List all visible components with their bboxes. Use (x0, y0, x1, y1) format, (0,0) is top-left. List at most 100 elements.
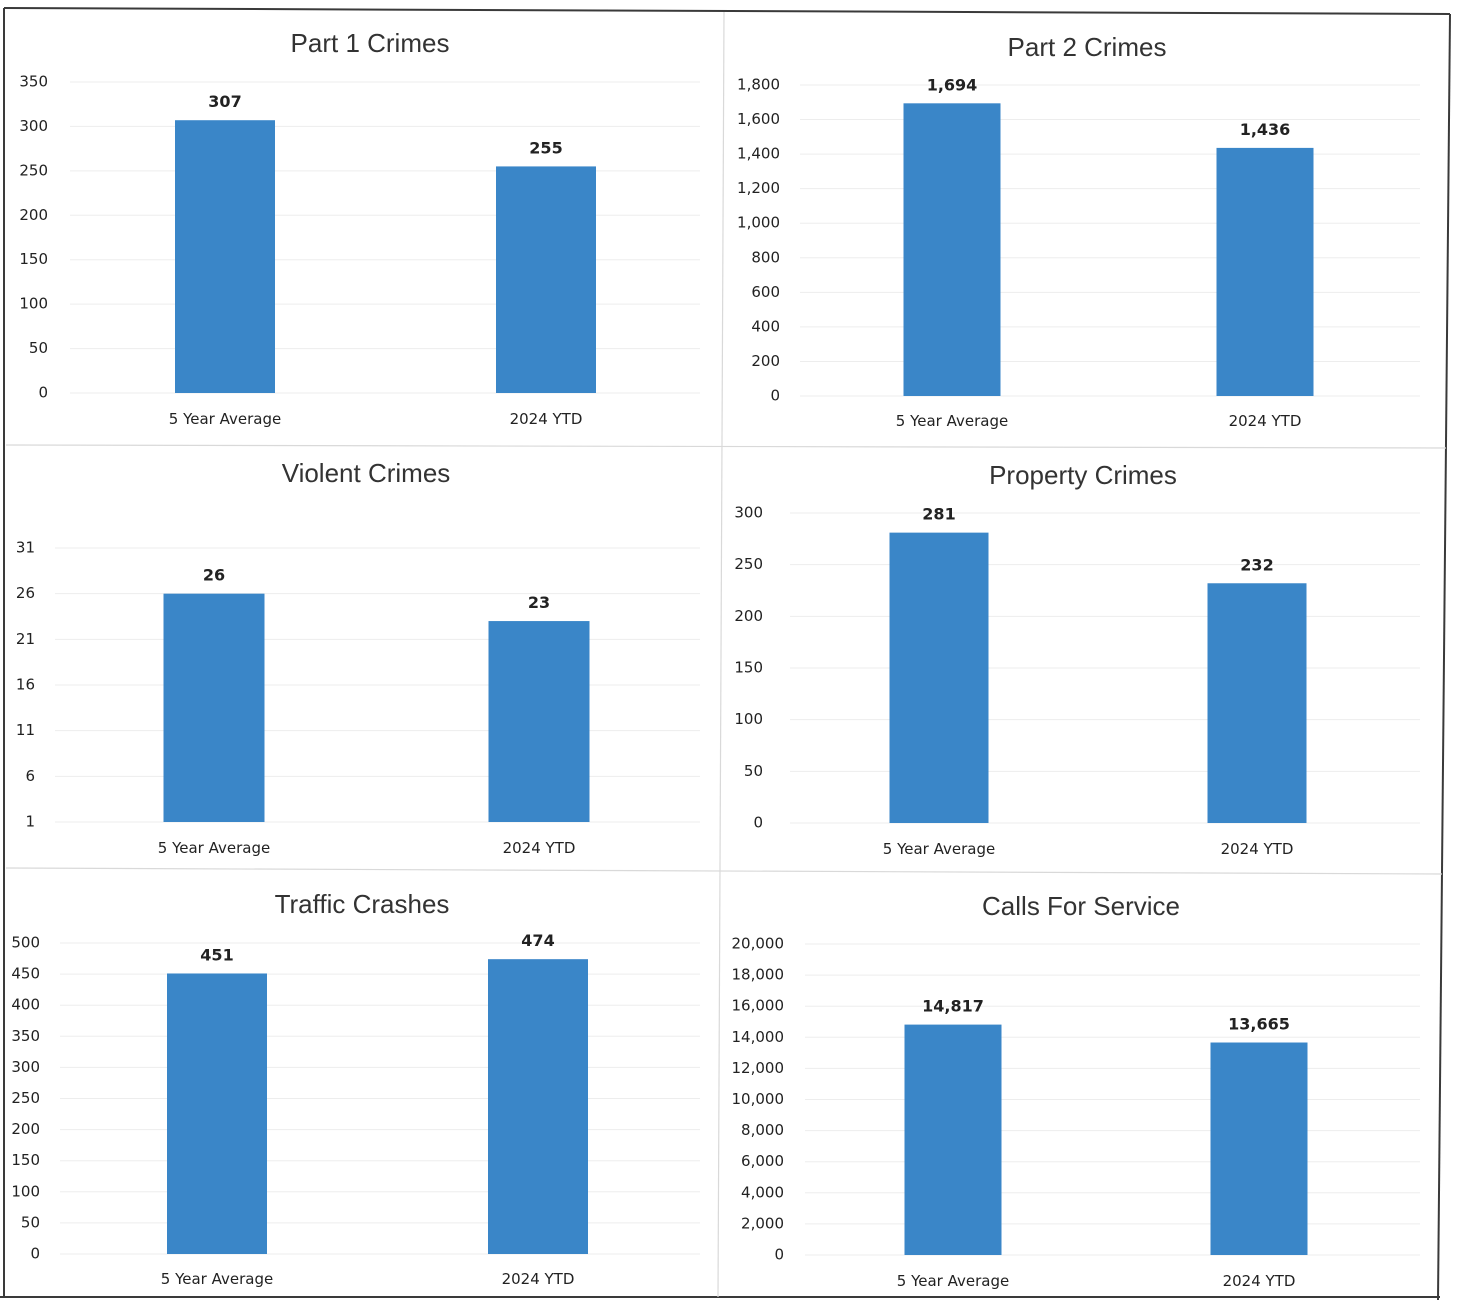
data-label: 1,694 (927, 75, 978, 94)
y-tick-label: 1,400 (737, 145, 780, 163)
y-tick-label: 50 (29, 339, 48, 357)
y-tick-label: 26 (16, 584, 35, 602)
data-label: 232 (1240, 555, 1273, 574)
y-tick-label: 200 (751, 352, 780, 370)
data-label: 255 (529, 138, 562, 157)
bar-five-year-average (889, 532, 989, 823)
y-tick-label: 300 (19, 117, 48, 135)
data-label: 451 (200, 945, 233, 964)
y-tick-label: 400 (751, 317, 780, 335)
bar-five-year-average (163, 593, 265, 822)
y-tick-label: 14,000 (732, 1028, 785, 1046)
y-tick-label: 200 (19, 206, 48, 224)
y-tick-label: 350 (11, 1027, 40, 1045)
y-tick-label: 21 (16, 630, 35, 648)
y-tick-label: 200 (11, 1120, 40, 1138)
bar-five-year-average (175, 120, 275, 394)
y-tick-label: 200 (734, 607, 763, 625)
page-frame (0, 7, 1451, 1301)
y-tick-label: 100 (734, 710, 763, 728)
data-label: 23 (528, 593, 550, 612)
y-tick-label: 18,000 (732, 966, 785, 984)
y-tick-label: 0 (774, 1246, 784, 1264)
y-tick-label: 10,000 (732, 1090, 785, 1108)
y-tick-label: 8,000 (741, 1121, 784, 1139)
y-tick-label: 20,000 (732, 935, 785, 953)
y-tick-label: 800 (751, 248, 780, 266)
y-tick-label: 0 (770, 387, 780, 405)
y-tick-label: 50 (744, 762, 763, 780)
bar-five-year-average (167, 973, 267, 1254)
bar-2024-ytd (488, 959, 588, 1254)
y-tick-label: 450 (11, 965, 40, 983)
y-tick-label: 0 (30, 1245, 40, 1263)
part-1-crimes-chart: 0 50 100 150 200 250 300 350 Part 1 Crimes 307 5 Y… (19, 28, 700, 428)
data-label: 474 (521, 931, 554, 950)
bar-five-year-average (903, 103, 1001, 396)
y-tick-label: 600 (751, 283, 780, 301)
y-tick-label: 1 (25, 813, 35, 831)
data-label: 307 (208, 92, 241, 111)
data-label: 1,436 (1240, 120, 1291, 139)
y-tick-label: 500 (11, 934, 40, 952)
y-tick-label: 1,200 (737, 179, 780, 197)
row-divider-2 (5, 867, 1443, 875)
y-tick-label: 50 (21, 1213, 40, 1231)
y-tick-label: 0 (753, 814, 763, 832)
y-tick-label: 250 (734, 555, 763, 573)
bar-2024-ytd (496, 166, 596, 393)
bar-2024-ytd (1216, 147, 1314, 396)
y-tick-label: 4,000 (741, 1183, 784, 1201)
category-label: 5 Year Average (161, 1270, 273, 1288)
bar-2024-ytd (1210, 1042, 1308, 1255)
frame-right (1437, 13, 1451, 1301)
row-divider-1 (5, 444, 1447, 449)
property-crimes-chart: 0 50 100 150 200 250 300 Property Crimes 281 5 Ye… (734, 460, 1420, 858)
y-tick-label: 0 (38, 384, 48, 402)
bar-2024-ytd (1207, 583, 1307, 823)
y-tick-label: 1,800 (737, 76, 780, 94)
y-tick-label: 6 (25, 767, 35, 785)
y-tick-label: 16 (16, 676, 35, 694)
calls-for-service-chart: 0 2,000 4,000 6,000 8,000 10,000 12,000 14,000 1… (732, 891, 1420, 1290)
y-tick-label: 350 (19, 73, 48, 91)
y-tick-label: 150 (11, 1151, 40, 1169)
category-label: 5 Year Average (169, 410, 281, 428)
bar-2024-ytd (488, 621, 590, 822)
y-tick-label: 250 (19, 161, 48, 179)
category-label: 2024 YTD (1229, 412, 1302, 430)
category-label: 2024 YTD (503, 839, 576, 857)
frame-top (3, 7, 1451, 15)
category-label: 2024 YTD (510, 410, 583, 428)
y-tick-label: 300 (11, 1058, 40, 1076)
category-label: 5 Year Average (158, 839, 270, 857)
data-label: 281 (922, 505, 955, 524)
category-label: 5 Year Average (897, 1272, 1009, 1290)
column-divider (717, 11, 725, 1298)
data-label: 13,665 (1228, 1015, 1290, 1034)
part-2-crimes-chart: 0 200 400 600 800 1,000 1,200 1,400 1,600 1,800 Pa… (737, 32, 1420, 430)
chart-title: Violent Crimes (282, 458, 451, 488)
category-label: 2024 YTD (502, 1270, 575, 1288)
bar-five-year-average (904, 1024, 1002, 1255)
category-label: 2024 YTD (1221, 840, 1294, 858)
category-label: 5 Year Average (896, 412, 1008, 430)
y-tick-label: 100 (19, 295, 48, 313)
y-tick-label: 2,000 (741, 1214, 784, 1232)
y-tick-label: 11 (16, 721, 35, 739)
chart-title: Property Crimes (989, 460, 1177, 490)
y-tick-label: 1,600 (737, 110, 780, 128)
chart-title: Traffic Crashes (275, 889, 450, 919)
y-tick-label: 250 (11, 1089, 40, 1107)
chart-title: Calls For Service (982, 891, 1180, 921)
y-tick-label: 400 (11, 996, 40, 1014)
category-label: 2024 YTD (1223, 1272, 1296, 1290)
y-tick-label: 1,000 (737, 214, 780, 232)
y-tick-label: 150 (19, 250, 48, 268)
traffic-crashes-chart: 0 50 100 150 200 250 300 350 400 450 500 Traffic Cr… (11, 889, 700, 1288)
y-tick-label: 31 (16, 539, 35, 557)
data-label: 26 (203, 566, 225, 585)
